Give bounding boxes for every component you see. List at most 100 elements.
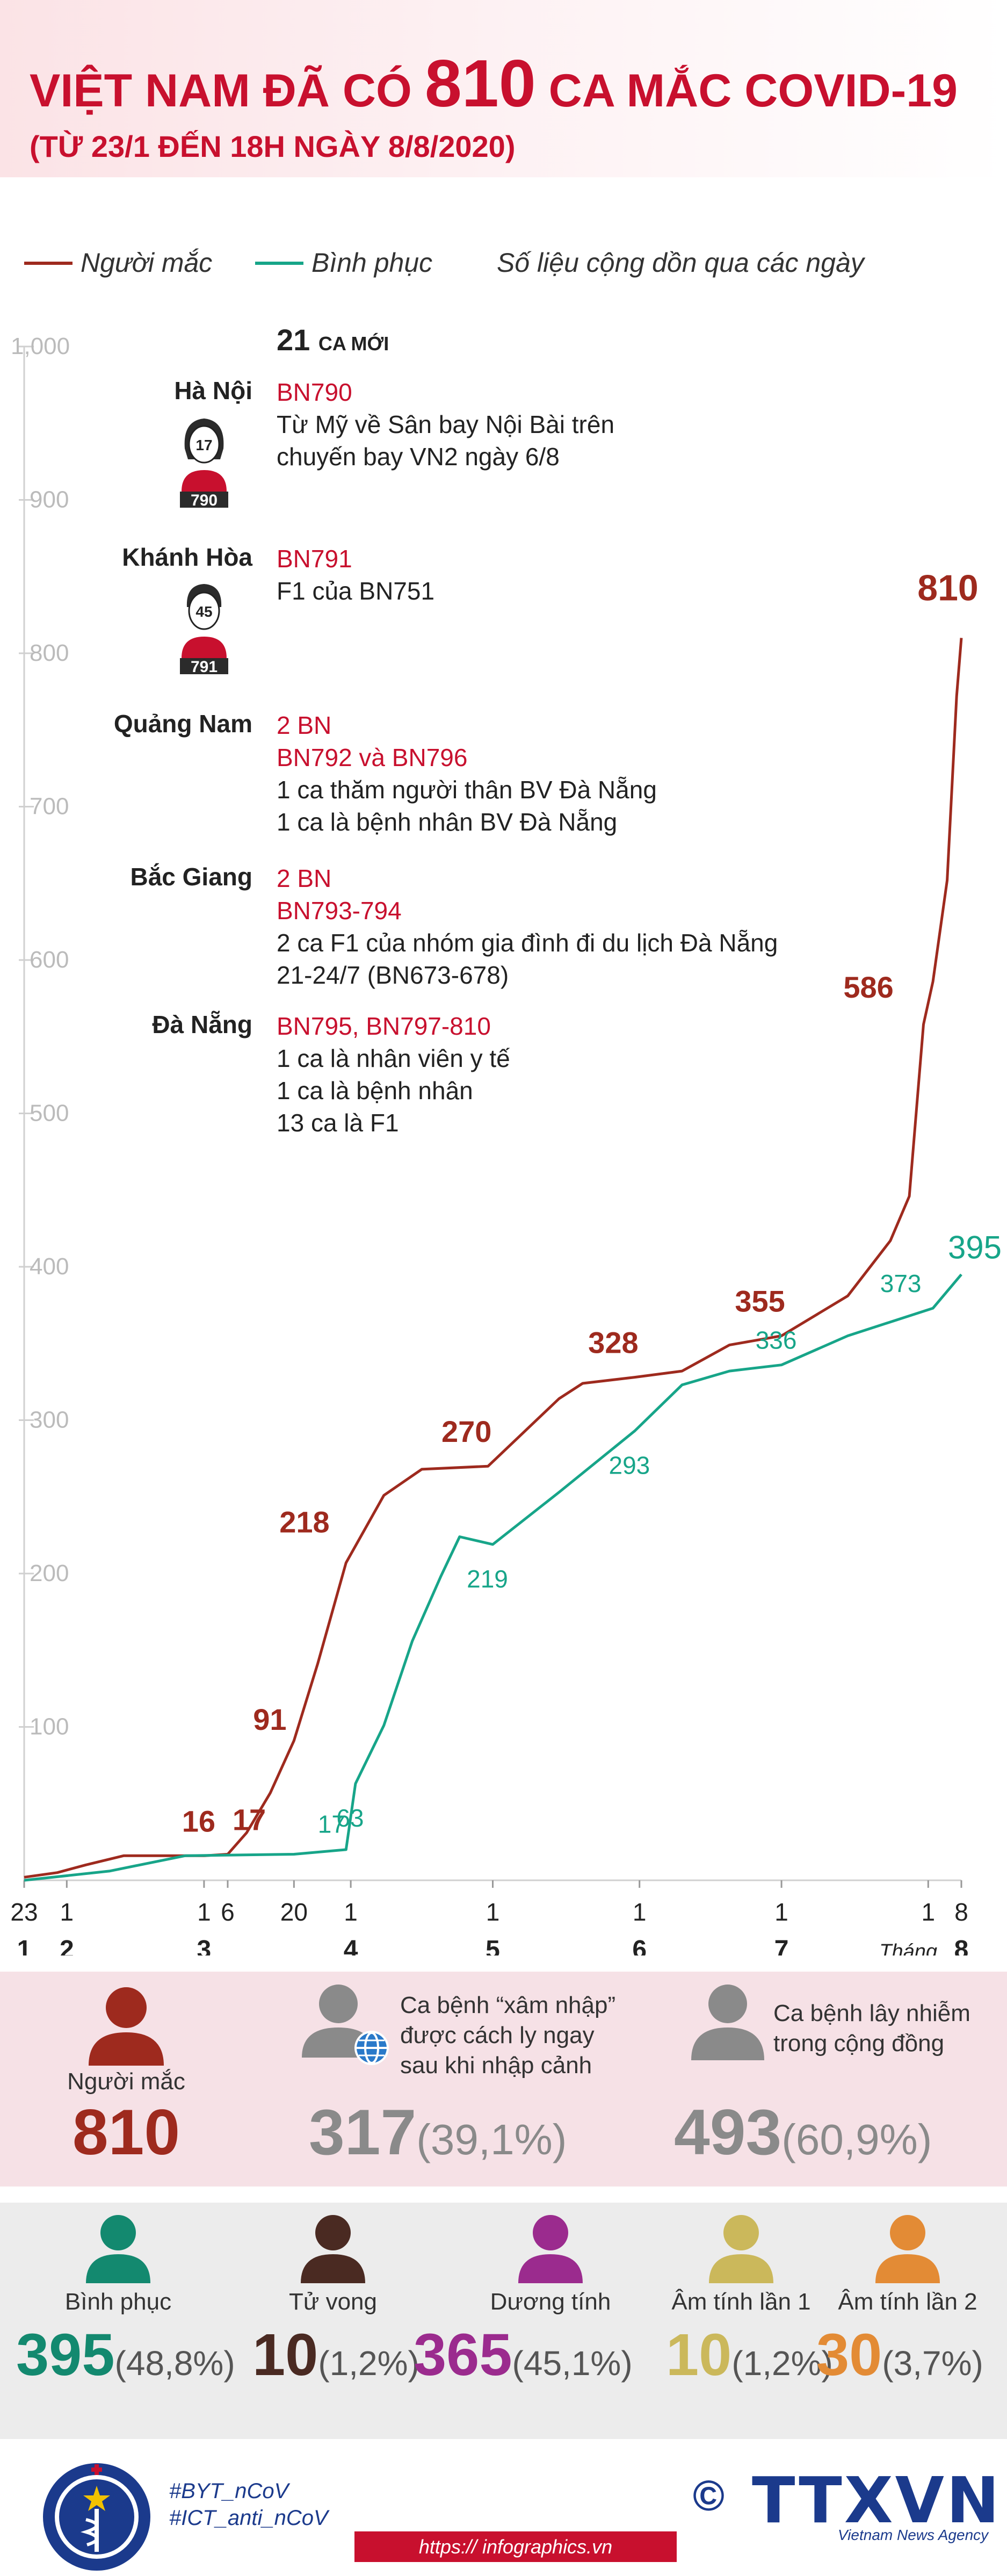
infected-data-label: 586 <box>843 970 893 1004</box>
legend-infected-swatch <box>24 262 73 265</box>
y-tick-label: 1,000 <box>11 333 70 359</box>
status-value: 395 <box>16 2322 115 2388</box>
infected-data-label: 16 <box>182 1804 215 1838</box>
status-pct: (1,2%) <box>318 2344 419 2383</box>
x-day-label: 1 <box>633 1898 647 1926</box>
website-url[interactable]: https:// infographics.vn <box>354 2531 677 2562</box>
annotation-province-box: Hà Nội <box>0 376 252 405</box>
community-pct: (60,9%) <box>781 2116 932 2163</box>
annotation-detail: 2 BN BN792 và BN796 1 ca thăm người thân B… <box>277 709 657 838</box>
annotation-line: 13 ca là F1 <box>277 1109 399 1137</box>
imported-label-line: sau khi nhập cảnh <box>400 2052 592 2079</box>
agency-subtitle: Vietnam News Agency <box>838 2527 989 2543</box>
person-icon <box>89 1987 164 2066</box>
status-stat-value: 395(48,8%) <box>16 2321 235 2389</box>
infected-data-label: 270 <box>441 1415 491 1448</box>
x-month-word: Tháng <box>879 1940 937 1956</box>
status-pct: (45,1%) <box>512 2344 633 2383</box>
recovered-data-label: 293 <box>609 1451 650 1479</box>
recovered-line <box>24 1273 962 1882</box>
recovered-data-label: 373 <box>880 1269 922 1297</box>
x-day-label: 1 <box>197 1898 211 1926</box>
recovered-data-label: 219 <box>467 1565 508 1593</box>
x-day-label: 8 <box>954 1898 968 1926</box>
annotation-line: Từ Mỹ về Sân bay Nội Bài trên <box>277 410 615 438</box>
person-icon <box>691 1985 764 2060</box>
status-value: 10 <box>252 2322 318 2388</box>
annotation-count: 2 BN <box>277 711 332 739</box>
x-month-label: 3 <box>197 1936 212 1956</box>
annotation-province: Quảng Nam <box>113 710 252 738</box>
x-month-label: 5 <box>486 1936 500 1956</box>
annotation-line: 1 ca là nhân viên y tế <box>277 1044 510 1072</box>
x-month-label: 2 <box>60 1936 74 1956</box>
recovered-data-label: 395 <box>948 1229 1002 1265</box>
annotation-detail: BN791 F1 của BN751 <box>277 543 434 607</box>
x-day-label: 1 <box>486 1898 500 1926</box>
infected-data-label: 328 <box>588 1326 638 1360</box>
x-day-label: 1 <box>60 1898 74 1926</box>
negative-once-person-icon <box>709 2215 773 2283</box>
annotation-province: Đà Nẵng <box>152 1011 252 1038</box>
recovered-person-icon <box>86 2215 150 2283</box>
imported-pct: (39,1%) <box>416 2116 567 2163</box>
status-stat-value: 10(1,2%) <box>252 2321 419 2389</box>
positive-person-icon <box>518 2215 583 2283</box>
annotation-line: 21-24/7 (BN673-678) <box>277 961 509 989</box>
x-day-label: 6 <box>221 1898 235 1926</box>
y-tick-label: 900 <box>30 487 69 513</box>
annotation-province-box: Đà Nẵng <box>0 1010 252 1039</box>
annotation-province: Bắc Giang <box>130 863 252 891</box>
y-tick-label: 100 <box>30 1714 69 1740</box>
hashtag-byt: #BYT_nCoV <box>169 2479 289 2503</box>
x-month-label: 8 <box>954 1936 969 1956</box>
hashtag-ict: #ICT_anti_nCoV <box>169 2506 328 2530</box>
y-tick-label: 300 <box>30 1407 69 1433</box>
imported-value: 317 <box>309 2096 417 2168</box>
new-cases-label: CA MỚI <box>318 333 389 355</box>
community-label-line: Ca bệnh lây nhiễm <box>773 2000 970 2026</box>
infected-data-label: 91 <box>253 1702 286 1736</box>
status-value: 365 <box>414 2322 512 2388</box>
annotation-detail: 2 BN BN793-794 2 ca F1 của nhóm gia đình đ… <box>277 862 778 991</box>
y-tick-label: 400 <box>30 1253 69 1280</box>
stats-band-status <box>0 2203 1007 2439</box>
deceased-person-icon <box>301 2215 365 2283</box>
annotation-patients: BN793-794 <box>277 897 402 925</box>
status-stat-value: 10(1,2%) <box>666 2321 833 2389</box>
patient-number: 790 <box>190 492 218 509</box>
y-tick-label: 600 <box>30 947 69 973</box>
annotation-province: Hà Nội <box>174 377 252 405</box>
annotation-detail: BN795, BN797-810 1 ca là nhân viên y tế 1 … <box>277 1010 510 1139</box>
page-title: VIỆT NAM ĐÃ CÓ 810 CA MẮC COVID-19 <box>30 46 958 122</box>
annotation-line: 2 ca F1 của nhóm gia đình đi du lịch Đà … <box>277 929 778 957</box>
new-cases-count: 21 <box>277 323 310 357</box>
annotation-line: 1 ca là bệnh nhân BV Đà Nẵng <box>277 808 618 836</box>
legend-recovered-label: Bình phục <box>311 248 433 278</box>
status-stat-label: Âm tính lần 1 <box>671 2289 811 2315</box>
header-banner <box>0 0 1007 177</box>
annotation-province-box: Bắc Giang <box>0 862 252 891</box>
status-stat-value: 365(45,1%) <box>414 2321 633 2389</box>
community-stat-label: Ca bệnh lây nhiễm trong cộng đồng <box>773 1998 970 2059</box>
x-day-label: 20 <box>280 1898 308 1926</box>
legend-recovered-swatch <box>255 262 303 265</box>
y-tick-label: 700 <box>30 793 69 820</box>
status-value: 10 <box>666 2322 732 2388</box>
legend-infected-label: Người mắc <box>81 248 213 278</box>
status-stat-label: Dương tính <box>490 2289 611 2315</box>
patient-age: 17 <box>195 437 213 453</box>
patient-age: 45 <box>195 603 213 620</box>
stats-band-totals <box>0 1972 1007 2187</box>
annotation-line: 1 ca là bệnh nhân <box>277 1077 473 1105</box>
infected-data-label: 355 <box>735 1284 785 1318</box>
recovered-data-label: 336 <box>756 1326 797 1354</box>
legend-note: Số liệu cộng dồn qua các ngày <box>497 248 864 278</box>
x-day-label: 1 <box>344 1898 358 1926</box>
imported-stat-value: 317(39,1%) <box>309 2095 567 2169</box>
infected-data-label: 17 <box>233 1802 266 1836</box>
patient-female-icon: 17 790 <box>177 411 231 509</box>
x-day-label: 23 <box>10 1898 38 1926</box>
y-tick-label: 800 <box>30 640 69 666</box>
